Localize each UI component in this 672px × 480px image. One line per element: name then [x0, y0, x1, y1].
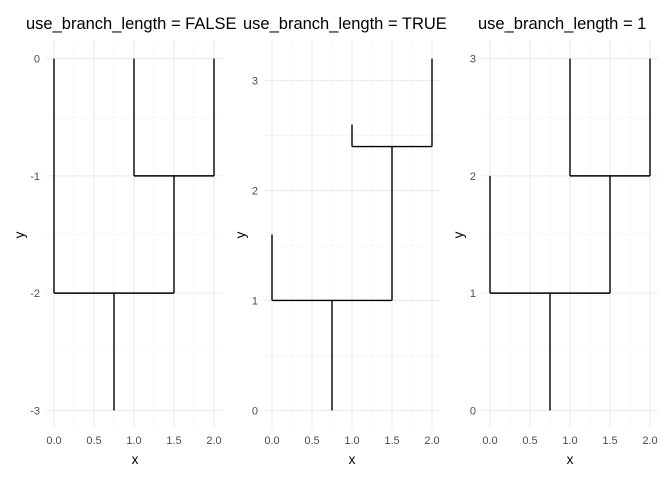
y-tick-label: -2 — [30, 288, 40, 300]
x-axis-label: x — [132, 452, 139, 467]
panel-grid — [264, 41, 440, 428]
x-tick-label: 1.5 — [602, 435, 617, 447]
y-axis-label: y — [451, 231, 466, 238]
panel-title: use_branch_length = TRUE — [243, 15, 447, 33]
y-tick-labels: 0 1 2 3 — [252, 76, 258, 418]
x-tick-label: 1.0 — [126, 435, 141, 447]
panel-2: use_branch_length = TRUE 0 1 2 3 0.0 0.5 1.0 1… — [233, 15, 447, 467]
x-axis-label: x — [567, 452, 574, 467]
y-tick-label: 2 — [470, 171, 476, 183]
x-tick-labels: 0.0 0.5 1.0 1.5 2.0 — [264, 435, 439, 447]
x-tick-label: 0.5 — [522, 435, 537, 447]
panel-title: use_branch_length = 1 — [478, 15, 646, 33]
x-axis-label: x — [349, 452, 356, 467]
x-tick-label: 0.5 — [304, 435, 319, 447]
panel-3: use_branch_length = 1 0 1 2 3 0.0 0.5 1.0 1.5 2… — [451, 15, 658, 467]
x-tick-label: 2.0 — [424, 435, 439, 447]
dendrogram-segments — [489, 58, 651, 411]
y-axis-label: y — [12, 231, 27, 238]
x-tick-label: 0.0 — [482, 435, 497, 447]
x-tick-labels: 0.0 0.5 1.0 1.5 2.0 — [46, 435, 221, 447]
x-tick-label: 1.5 — [166, 435, 181, 447]
x-tick-labels: 0.0 0.5 1.0 1.5 2.0 — [482, 435, 657, 447]
x-tick-label: 1.0 — [344, 435, 359, 447]
y-tick-label: 1 — [470, 288, 476, 300]
y-axis-label: y — [233, 231, 248, 238]
x-tick-label: 0.0 — [46, 435, 61, 447]
dendrogram-segments — [271, 58, 433, 411]
panel-1: use_branch_length = FALSE -3 -2 -1 0 0.0 0.5… — [12, 15, 237, 467]
y-tick-labels: 0 1 2 3 — [470, 54, 476, 418]
x-tick-label: 1.5 — [384, 435, 399, 447]
y-tick-label: -1 — [30, 171, 40, 183]
x-tick-label: 0.0 — [264, 435, 279, 447]
y-tick-label: 1 — [252, 295, 258, 307]
y-tick-label: 0 — [252, 405, 258, 417]
y-tick-label: 0 — [470, 405, 476, 417]
x-tick-label: 2.0 — [206, 435, 221, 447]
dendrogram-segments — [53, 58, 215, 411]
y-tick-labels: -3 -2 -1 0 — [30, 54, 40, 418]
x-tick-label: 2.0 — [642, 435, 657, 447]
y-tick-label: 3 — [470, 54, 476, 66]
y-tick-label: 3 — [252, 76, 258, 88]
panel-title: use_branch_length = FALSE — [26, 15, 237, 33]
y-tick-label: 0 — [34, 54, 40, 66]
x-tick-label: 1.0 — [562, 435, 577, 447]
x-tick-label: 0.5 — [86, 435, 101, 447]
y-tick-label: 2 — [252, 186, 258, 198]
y-tick-label: -3 — [30, 405, 40, 417]
